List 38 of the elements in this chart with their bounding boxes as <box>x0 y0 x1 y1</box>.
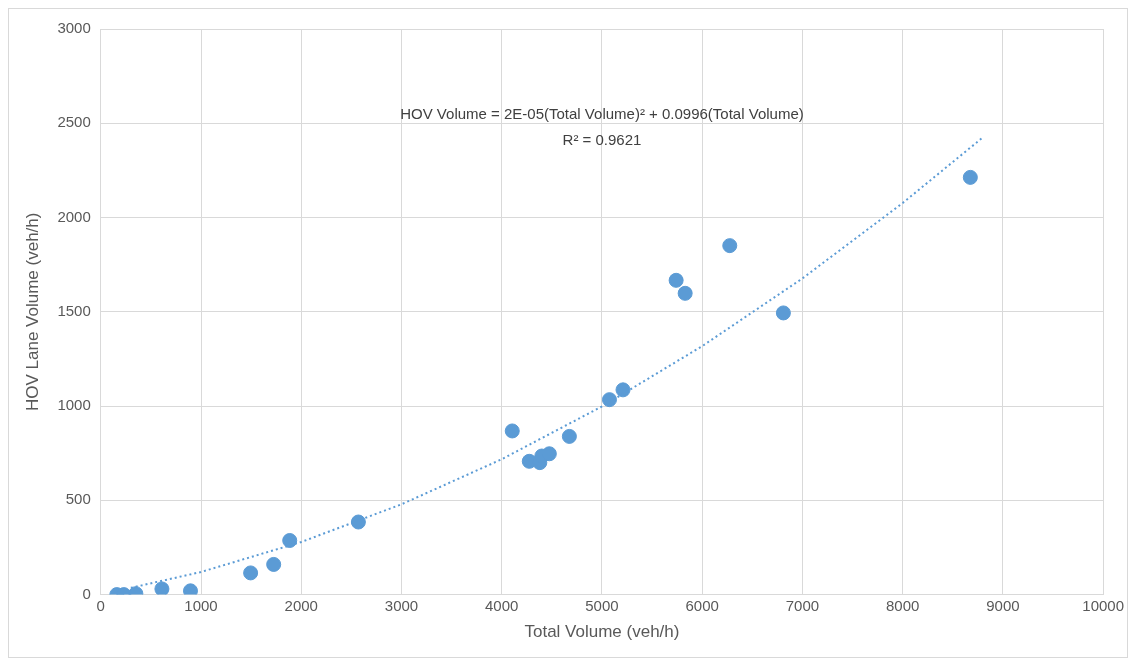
x-axis-title: Total Volume (veh/h) <box>524 622 680 642</box>
point <box>677 285 693 301</box>
x-tick-label: 10000 <box>1082 596 1124 614</box>
point <box>266 556 282 572</box>
y-tick-label: 2000 <box>57 207 91 225</box>
x-tick-label: 2000 <box>284 596 318 614</box>
x-tick-label: 9000 <box>986 596 1020 614</box>
point <box>722 238 738 254</box>
point <box>350 514 366 530</box>
y-tick-label: 1500 <box>57 301 91 319</box>
y-tick-label: 3000 <box>57 19 91 37</box>
annotation: HOV Volume = 2E-05(Total Volume)² + 0.0996(Total Volume) <box>400 105 804 122</box>
point <box>154 581 170 595</box>
y-tick-label: 0 <box>82 584 91 602</box>
point <box>182 583 198 595</box>
x-tick-label: 3000 <box>384 596 419 614</box>
y-tick-label: 500 <box>65 490 91 508</box>
x-tick-label: 1000 <box>184 596 218 614</box>
point <box>775 305 791 321</box>
point <box>243 565 259 581</box>
x-tick-label: 4000 <box>485 596 519 614</box>
point <box>561 428 577 444</box>
point <box>601 392 617 408</box>
y-axis-title: HOV Lane Volume (veh/h) <box>22 212 42 412</box>
x-tick-label: 7000 <box>785 596 820 614</box>
x-tick-label: 5000 <box>585 596 619 614</box>
x-tick-label: 0 <box>96 596 105 614</box>
annotation: R² = 0.9621 <box>562 131 642 148</box>
x-tick-label: 8000 <box>885 596 920 614</box>
point <box>962 169 978 185</box>
point <box>282 532 298 548</box>
y-tick-label: 2500 <box>57 113 91 131</box>
point <box>541 446 557 462</box>
point <box>668 272 684 288</box>
point <box>615 382 631 398</box>
point <box>504 423 520 439</box>
y-tick-label: 1000 <box>57 396 91 414</box>
x-tick-label: 6000 <box>685 596 719 614</box>
